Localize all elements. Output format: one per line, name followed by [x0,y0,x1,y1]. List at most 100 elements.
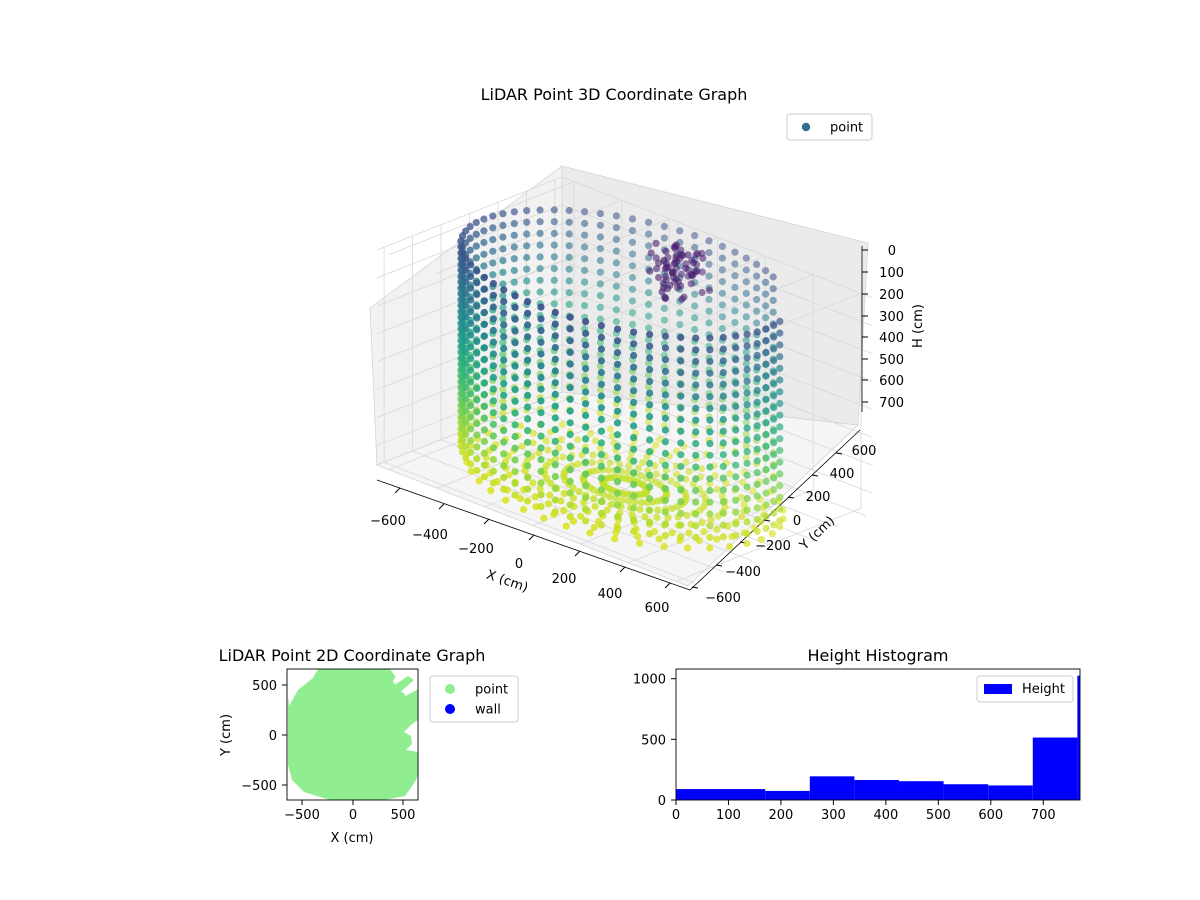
scatter-point [613,407,622,415]
scatter-point [776,423,784,431]
scatter-point [700,528,708,536]
scatter-point [606,425,615,433]
scatter-point [480,391,488,399]
scatter-point [499,268,507,276]
scatter-point [692,357,700,366]
scatter-point [511,303,519,312]
scatter-point [718,242,727,250]
scatter-point [753,480,761,488]
scatter-point [524,298,532,306]
scatter-point [489,409,497,417]
scatter-point [596,221,605,229]
scatter-point [480,273,488,281]
scatter-point [692,486,700,495]
scatter-point [480,262,488,270]
scatter-point [705,237,713,245]
y-tick-label: 200 [806,490,831,505]
scatter-point [641,513,649,521]
scatter-point [582,329,590,337]
scatter-point [628,320,637,328]
scatter-point [473,455,481,463]
scatter-point [546,491,554,499]
scatter-point [682,458,690,466]
scatter-point [582,353,590,361]
scatter-point [480,402,488,410]
grid-line [376,372,874,494]
scatter-point [462,325,470,333]
scatter-point [679,251,687,260]
scatter-point [459,413,467,421]
scatter-point [753,433,761,441]
scatter-point [596,315,605,323]
scatter-point [732,438,740,446]
scatter-point [480,437,488,446]
scatter-point [529,439,537,447]
scatter-point [692,346,700,354]
scatter-point [742,278,750,286]
scatter-point [480,355,488,363]
scatter-point [719,474,727,482]
scatter-point [677,270,685,278]
scatter-point [762,337,770,345]
scatter-point [698,288,706,297]
scatter-point [524,356,532,364]
scatter-point [731,260,739,268]
scatter-point [677,416,685,424]
scatter-point [551,355,559,363]
z-tick-label: 400 [879,331,904,346]
scatter-point [540,514,548,522]
scatter-point [770,357,778,365]
scatter-point [537,338,545,346]
scatter-point [531,493,539,501]
scatter-point [489,373,497,381]
scatter-point [776,399,784,408]
scatter-point [776,341,784,349]
y-tick-label: 600 [852,444,877,459]
scatter-point [597,509,606,517]
scatter-point [719,533,727,541]
scatter-point [742,254,750,262]
scatter-point [550,229,558,237]
scatter-point [718,324,727,333]
scatter-point [692,369,700,377]
scatter-point [661,356,670,364]
scatter-point [590,495,598,503]
scatter-point [770,474,778,482]
scatter-point [499,210,507,218]
scatter-point [524,344,532,353]
scatter-point [459,378,467,386]
scatter-point [555,444,563,452]
scatter-point [472,219,480,227]
scatter-point [770,392,778,400]
scatter-point [769,273,777,281]
scatter-point [742,430,750,438]
x-tick-label: 0 [672,808,680,823]
scatter-point [565,277,573,285]
scatter-point [628,273,637,282]
scatter-point [628,297,637,305]
scatter-point [753,284,761,292]
scatter-point [677,486,685,494]
scatter-point [661,473,670,481]
scatter-point [597,462,606,470]
scatter-point [500,415,508,423]
scatter-point [692,510,700,518]
y-tick-label: −200 [755,539,791,554]
scatter-point [742,360,750,368]
scatter-point [613,419,622,427]
scatter-point [646,366,654,374]
scatter-point [646,471,654,479]
scatter-point [462,255,470,263]
scatter-point [480,426,488,434]
scatter-point [511,350,519,358]
scatter-point [762,407,770,415]
scatter-point [459,389,467,397]
scatter-point [462,419,470,427]
scatter-point [652,254,660,262]
scatter-point [661,294,669,302]
scatter-point [769,308,777,316]
point-strand-2d [398,689,418,708]
scatter-point [523,289,531,297]
scatter-point [677,462,685,471]
scatter-point [628,250,637,258]
